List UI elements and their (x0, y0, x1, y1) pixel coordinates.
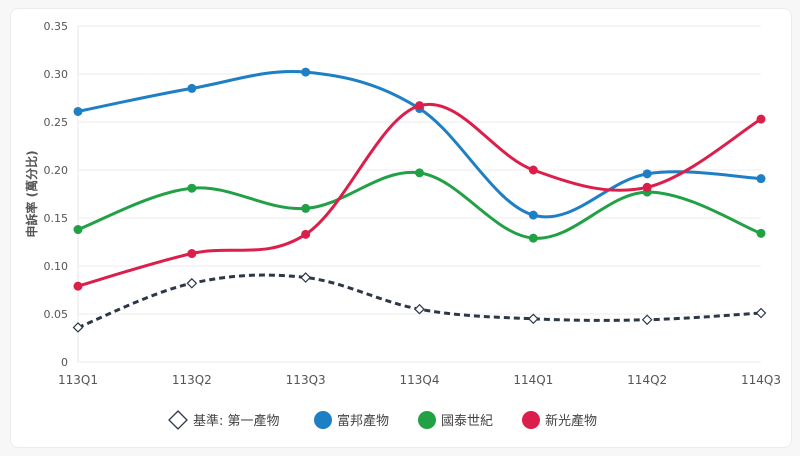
x-tick-label: 114Q3 (741, 373, 781, 387)
data-point (301, 203, 311, 213)
legend-circle-icon (522, 411, 540, 429)
data-point-diamond (72, 322, 84, 333)
x-tick-label: 114Q1 (513, 373, 553, 387)
legend-label: 基準: 第一產物 (193, 413, 280, 429)
x-tick-label: 113Q1 (58, 373, 98, 387)
data-point-diamond (527, 313, 539, 325)
data-point-diamond (186, 277, 198, 289)
legend-circle-icon (314, 411, 332, 429)
legend-label: 富邦產物 (337, 413, 389, 429)
y-tick-label: 0.20 (44, 164, 69, 177)
chart-card (10, 8, 792, 448)
data-point (756, 228, 766, 238)
data-point (73, 281, 83, 291)
data-point (756, 174, 766, 184)
data-point (187, 249, 197, 259)
y-tick-label: 0.30 (44, 68, 69, 81)
x-tick-label: 113Q2 (172, 373, 212, 387)
x-tick-label: 114Q2 (627, 373, 667, 387)
legend-circle-icon (418, 411, 436, 429)
data-point-diamond (641, 314, 653, 326)
y-tick-label: 0.10 (44, 260, 69, 273)
data-point (301, 67, 311, 77)
data-point (187, 183, 197, 193)
data-point (73, 106, 83, 116)
data-point (415, 168, 424, 178)
data-point-diamond (300, 272, 312, 283)
data-point (528, 233, 538, 243)
legend-label: 國泰世紀 (441, 414, 493, 429)
y-tick-label: 0.35 (44, 20, 69, 33)
data-point (642, 169, 652, 179)
data-point (756, 114, 766, 124)
series-line (77, 102, 762, 288)
legend-label: 新光產物 (545, 413, 597, 429)
data-point (528, 210, 538, 220)
data-point (415, 101, 424, 111)
x-tick-label: 113Q3 (286, 373, 326, 387)
data-point (73, 225, 83, 235)
y-tick-label: 0.15 (44, 212, 69, 225)
x-tick-label: 113Q4 (400, 373, 440, 387)
y-tick-label: 0.05 (44, 308, 69, 321)
legend-diamond-icon (168, 410, 188, 430)
series-line (77, 273, 762, 329)
y-axis-label: 申訴率 (萬分比) (24, 150, 39, 237)
series-line (77, 70, 762, 219)
data-point (642, 182, 652, 192)
data-point (301, 229, 311, 239)
data-point (187, 83, 197, 93)
data-point-diamond (414, 303, 425, 315)
data-point-diamond (755, 307, 767, 319)
data-point (528, 165, 538, 175)
y-tick-label: 0 (61, 356, 68, 369)
y-tick-label: 0.25 (44, 116, 69, 129)
